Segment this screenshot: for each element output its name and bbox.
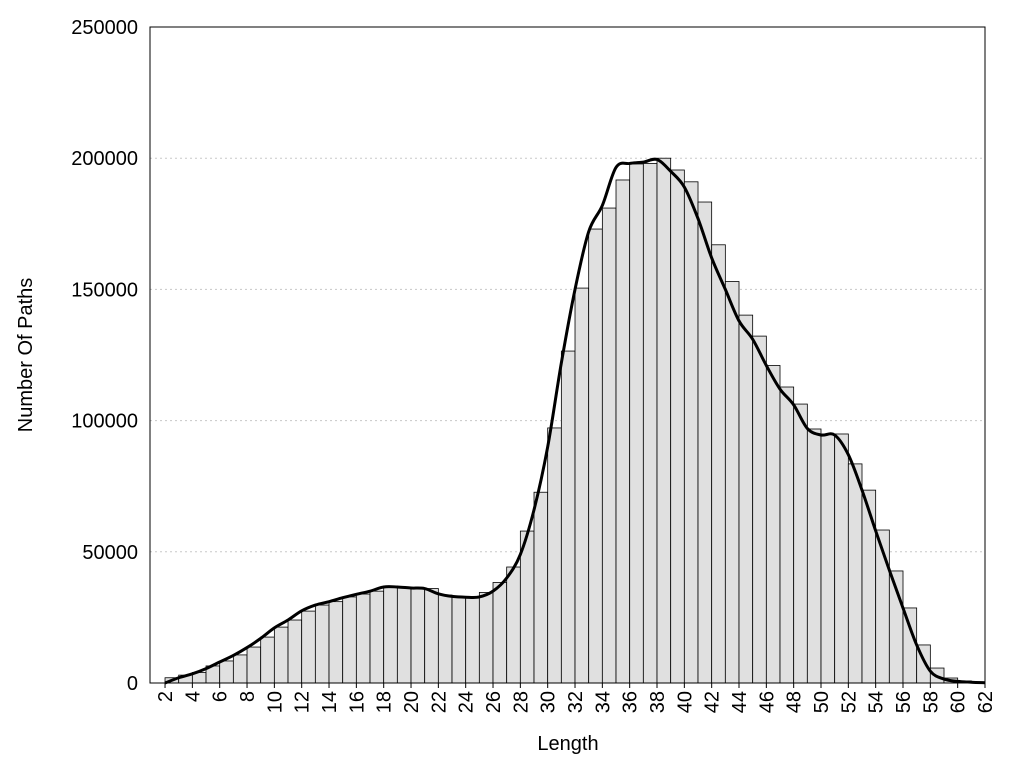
x-tick-label: 48: [784, 691, 806, 713]
bar: [588, 228, 603, 684]
x-tick-label: 10: [264, 691, 286, 713]
bar: [752, 335, 767, 684]
bar: [369, 590, 385, 684]
bar: [383, 586, 398, 684]
bar: [642, 163, 658, 684]
x-tick-label: 32: [565, 691, 587, 713]
bar: [287, 619, 303, 684]
bar: [232, 654, 248, 684]
bar: [465, 597, 480, 684]
x-tick-label: 56: [893, 691, 915, 713]
bar: [246, 646, 262, 684]
bar: [328, 601, 344, 684]
x-tick-label: 8: [237, 691, 259, 702]
bar: [683, 181, 699, 684]
x-axis-label: Length: [537, 733, 598, 755]
bar: [847, 463, 863, 684]
x-tick-label: 36: [620, 691, 642, 713]
bar: [260, 636, 275, 684]
bar: [314, 604, 330, 684]
x-tick-label: 2: [155, 691, 177, 702]
bar: [574, 287, 590, 684]
x-tick-label: 14: [319, 691, 341, 713]
y-tick-label: 150000: [71, 279, 138, 301]
bar: [273, 626, 289, 684]
bar: [779, 386, 795, 684]
bar: [738, 314, 754, 684]
x-tick-label: 28: [510, 691, 532, 713]
x-tick-label: 62: [975, 691, 997, 713]
bar: [492, 582, 508, 684]
bar: [437, 594, 453, 684]
bar: [711, 244, 726, 684]
bar: [219, 660, 234, 684]
bar: [765, 365, 781, 684]
bar: [861, 489, 877, 684]
y-tick-label: 50000: [82, 542, 138, 564]
x-tick-label: 50: [811, 691, 833, 713]
plot-frame: [149, 26, 986, 684]
bar: [656, 157, 672, 684]
x-tick-label: 6: [210, 691, 232, 702]
bar: [697, 201, 713, 684]
bar: [533, 491, 549, 684]
x-tick-label: 20: [401, 691, 423, 713]
x-tick-label: 42: [702, 691, 724, 713]
bar: [451, 596, 467, 684]
x-tick-label: 24: [456, 691, 478, 713]
x-tick-label: 46: [756, 691, 778, 713]
x-tick-label: 54: [866, 691, 888, 713]
smooth-line: [164, 157, 986, 685]
x-tick-label: 58: [920, 691, 942, 713]
bar: [342, 596, 357, 684]
bar: [547, 427, 562, 684]
bar: [506, 566, 521, 684]
bar: [629, 163, 644, 684]
y-tick-label: 250000: [71, 17, 138, 39]
x-tick-label: 4: [182, 691, 204, 702]
x-tick-label: 18: [374, 691, 396, 713]
bar: [834, 433, 849, 684]
bar: [424, 588, 439, 684]
x-tick-label: 34: [592, 691, 614, 713]
x-tick-label: 38: [647, 691, 669, 713]
bar: [806, 428, 822, 684]
bar: [410, 588, 426, 684]
x-tick-label: 40: [674, 691, 696, 713]
bar: [301, 610, 316, 684]
bar: [396, 586, 412, 684]
bar: [601, 207, 617, 684]
bar: [355, 593, 371, 684]
bar: [902, 607, 918, 684]
y-tick-label: 0: [127, 673, 138, 695]
bar: [793, 403, 808, 684]
bar: [724, 281, 740, 684]
bar: [478, 592, 494, 684]
x-tick-label: 52: [838, 691, 860, 713]
y-axis-label: Number Of Paths: [15, 278, 37, 433]
x-tick-label: 16: [346, 691, 368, 713]
x-tick-label: 30: [538, 691, 560, 713]
bar: [615, 179, 631, 684]
bar: [820, 433, 836, 684]
x-tick-label: 60: [948, 691, 970, 713]
x-tick-label: 26: [483, 691, 505, 713]
bar: [560, 350, 576, 684]
x-tick-label: 12: [292, 691, 314, 713]
bar: [519, 530, 535, 684]
x-tick-label: 22: [428, 691, 450, 713]
x-tick-label: 44: [729, 691, 751, 713]
y-tick-label: 100000: [71, 411, 138, 433]
y-tick-label: 200000: [71, 148, 138, 170]
bar: [670, 169, 685, 684]
